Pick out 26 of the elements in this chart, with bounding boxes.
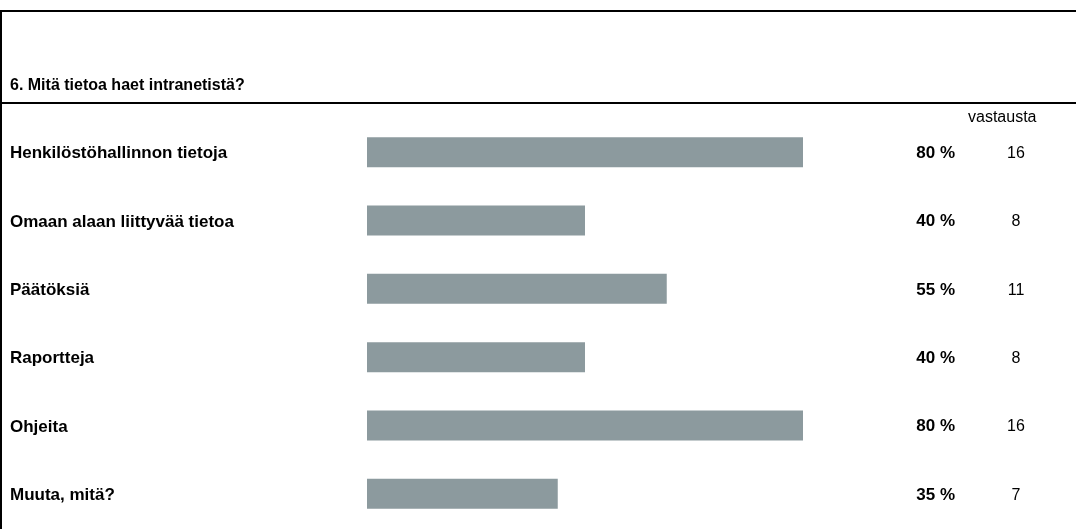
y-tick-label: Ohjeita: [10, 416, 69, 436]
bar: [367, 205, 585, 236]
y-tick-label: Muuta, mitä?: [10, 484, 115, 504]
text: 8: [1011, 212, 1021, 230]
y-tick-label: Päätöksiä: [10, 279, 90, 299]
data-label: 35 %: [916, 484, 955, 504]
text: 11: [1007, 280, 1025, 298]
data-label: 80 %: [916, 143, 955, 163]
y-tick-label: Raportteja: [10, 348, 95, 368]
bar: [367, 478, 558, 509]
text: 16: [1007, 144, 1025, 162]
text: 6. Mitä tietoa haet intranetistä?: [10, 76, 245, 94]
bar: [367, 410, 803, 441]
data-label: 55 %: [916, 279, 955, 299]
text: vastausta: [968, 108, 1037, 126]
text: 16: [1007, 417, 1025, 435]
text: 8: [1011, 349, 1021, 367]
y-tick-label: Henkilöstöhallinnon tietoja: [10, 143, 228, 163]
y-tick-label: Omaan alaan liittyvää tietoa: [10, 211, 235, 231]
bar: [367, 137, 803, 168]
bar: [367, 342, 585, 373]
data-label: 80 %: [916, 416, 955, 436]
data-label: 40 %: [916, 211, 955, 231]
data-label: 40 %: [916, 348, 955, 368]
bar: [367, 273, 667, 304]
text: 7: [1011, 485, 1021, 503]
